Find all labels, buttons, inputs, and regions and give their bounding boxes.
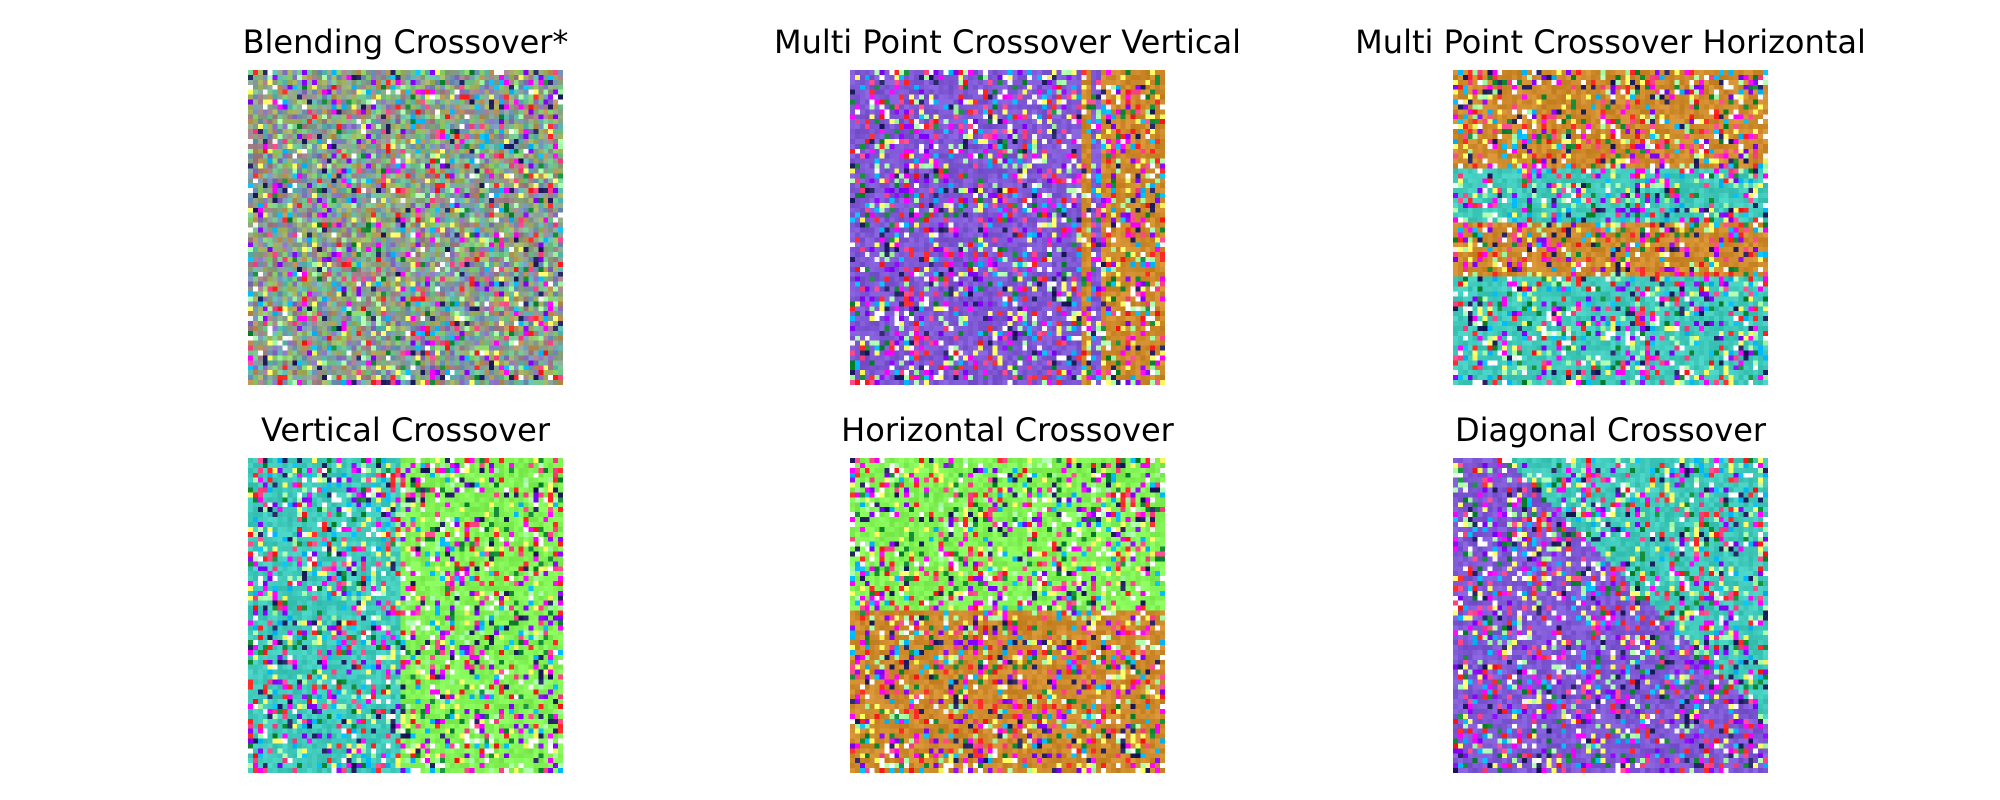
horizontal-crossover-image (850, 458, 1165, 773)
panel-title: Horizontal Crossover (841, 411, 1174, 449)
panel-title: Vertical Crossover (260, 411, 551, 449)
diagonal-crossover-image (1453, 458, 1768, 773)
panel-title: Multi Point Crossover Horizontal (1355, 23, 1866, 61)
multi-point-vertical-image (850, 70, 1165, 385)
panel-title: Multi Point Crossover Vertical (773, 23, 1242, 61)
blending-crossover-image (248, 70, 563, 385)
panel-title: Blending Crossover* (242, 23, 569, 61)
multi-point-horizontal-image (1453, 70, 1768, 385)
vertical-crossover-image (248, 458, 563, 773)
panel-title: Diagonal Crossover (1454, 411, 1767, 449)
